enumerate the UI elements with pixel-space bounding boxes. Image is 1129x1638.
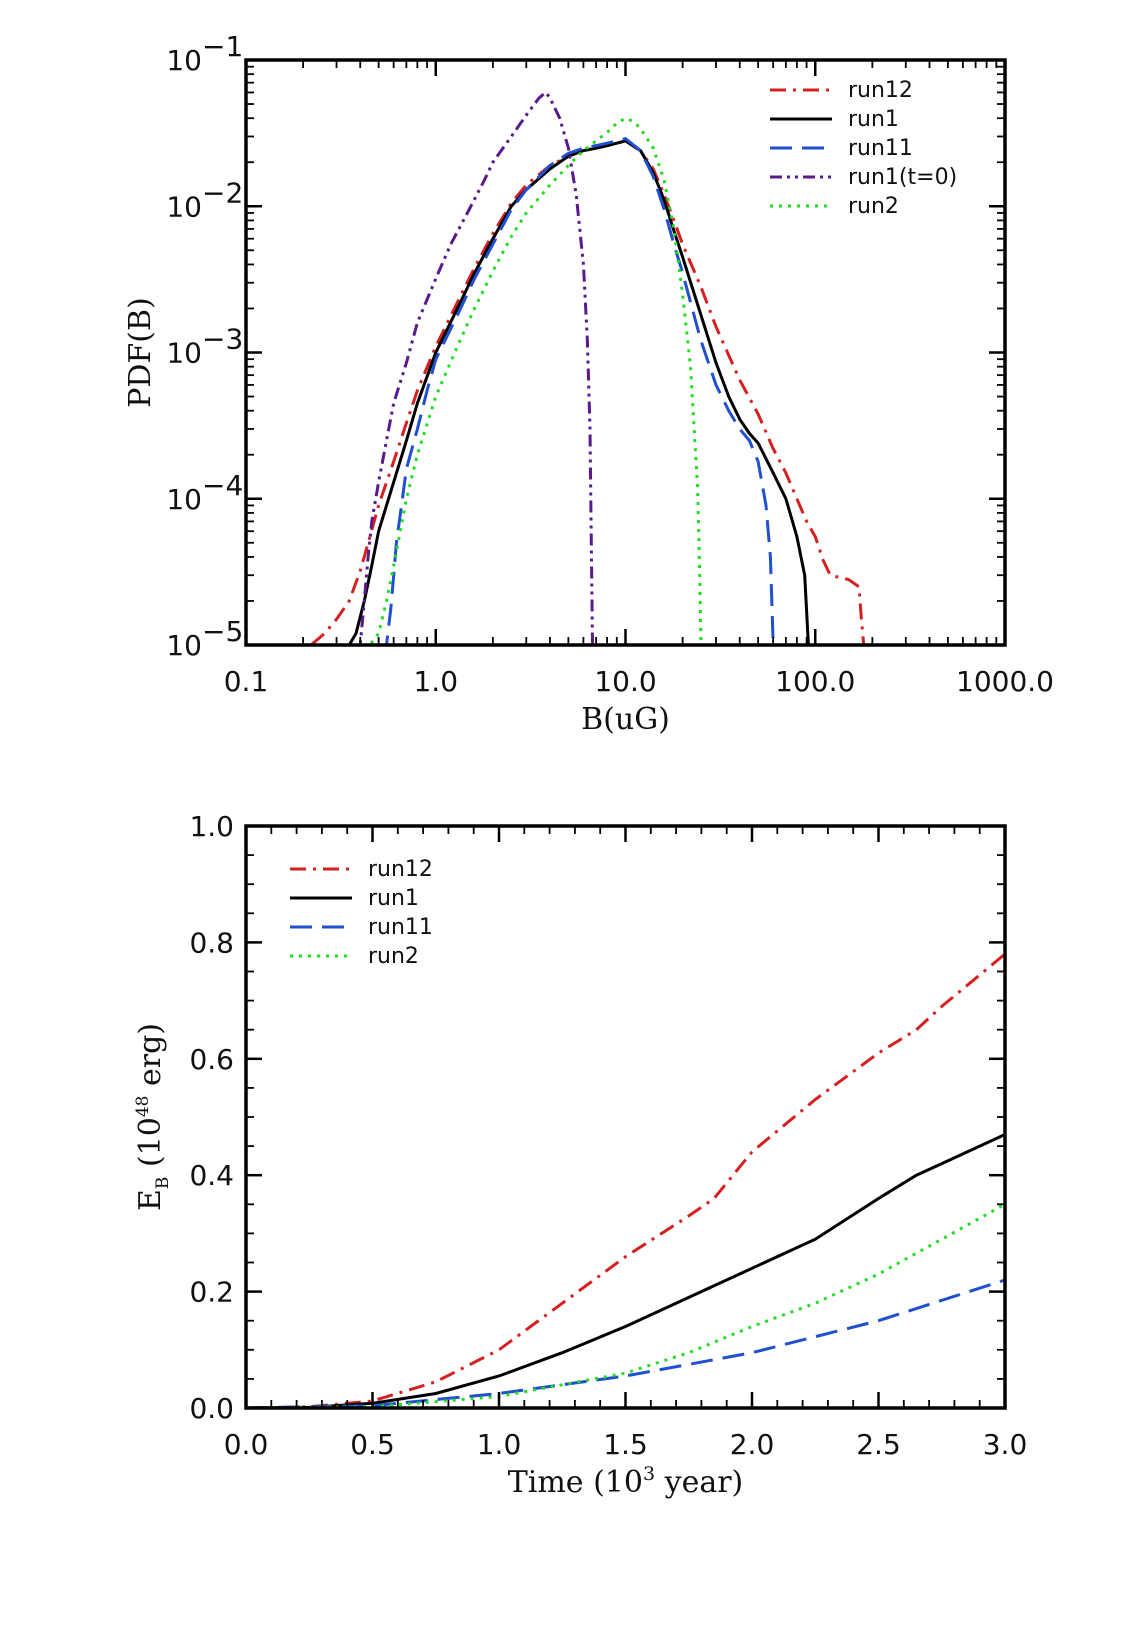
legend-label-run2: run2 bbox=[368, 944, 419, 969]
x-tick-label: 1.0 bbox=[477, 1428, 522, 1461]
legend-label-run1-t-0: run1(t=0) bbox=[848, 165, 957, 190]
x-tick-label: 0.0 bbox=[224, 1428, 269, 1461]
series-run2-line bbox=[245, 1202, 1006, 1410]
y-tick-label-exponent: −3 bbox=[202, 323, 243, 356]
energy-plot: 0.0 0.5 1.0 1.5 2.0 2.5 3.00.00.20.40.60.81.0T… bbox=[133, 810, 1027, 1500]
series-group bbox=[246, 90, 1005, 647]
y-tick-label-exponent: −1 bbox=[202, 30, 243, 63]
x-tick-label: 10.0 bbox=[594, 665, 656, 698]
legend-label-run12: run12 bbox=[848, 78, 913, 103]
series-run12-line bbox=[245, 952, 1006, 1410]
y-tick-label: 0.0 bbox=[189, 1392, 234, 1425]
legend-label-run11: run11 bbox=[368, 915, 433, 940]
x-tick-label: 1000.0 bbox=[956, 665, 1054, 698]
plot-frame bbox=[244, 824, 1007, 1410]
tick-labels: 0.0 0.5 1.0 1.5 2.0 2.5 3.0 0.0 0.2 0.4 0.6 0.8 1.0 bbox=[189, 810, 1027, 1461]
y-axis-label: PDF(B) bbox=[123, 297, 158, 408]
y-tick-label-exponent: −2 bbox=[202, 176, 243, 209]
x-tick-label: 3.0 bbox=[983, 1428, 1028, 1461]
x-tick-label: 0.5 bbox=[350, 1428, 395, 1461]
y-tick-label: 0.2 bbox=[189, 1276, 234, 1309]
series-run1-line bbox=[245, 1133, 1006, 1410]
y-tick-label: 1.0 bbox=[189, 810, 234, 843]
x-tick-label: 0.1 bbox=[224, 665, 269, 698]
x-axis-label: Time (103 year) bbox=[508, 1463, 744, 1500]
y-tick-label-exponent: −5 bbox=[202, 615, 243, 648]
x-tick-label: 100.0 bbox=[775, 665, 855, 698]
legend-label-run2: run2 bbox=[848, 194, 899, 219]
legend-label-run12: run12 bbox=[368, 857, 433, 882]
y-tick-label: 0.6 bbox=[189, 1043, 234, 1076]
y-tick-label: 10 bbox=[166, 44, 202, 77]
x-tick-label: 1.5 bbox=[603, 1428, 648, 1461]
y-tick-label: 10 bbox=[166, 629, 202, 662]
x-tick-label: 2.0 bbox=[730, 1428, 775, 1461]
series-run11-line bbox=[246, 136, 1005, 647]
series-run1-line bbox=[246, 139, 1005, 647]
ticks bbox=[244, 824, 1007, 1410]
y-axis-label: EB (1048 erg) bbox=[133, 1023, 173, 1211]
legend: run12 run1 run11 run2 bbox=[290, 857, 433, 969]
series-run1-t-0-line bbox=[246, 90, 1005, 647]
series-run12-line bbox=[246, 139, 1005, 647]
y-tick-label-exponent: −4 bbox=[202, 469, 243, 502]
y-tick-label: 10 bbox=[166, 337, 202, 370]
x-axis-label: B(uG) bbox=[581, 702, 670, 737]
legend-label-run1: run1 bbox=[368, 886, 419, 911]
tick-labels: 0.1 1.0 10.0 100.0 1000.010−110−210−310 −410−… bbox=[166, 30, 1054, 698]
y-tick-label: 10 bbox=[166, 190, 202, 223]
legend: run12 run1 run11 run1(t=0) run2 bbox=[770, 78, 957, 219]
legend-label-run1: run1 bbox=[848, 107, 899, 132]
y-tick-label: 0.4 bbox=[189, 1159, 234, 1192]
ticks bbox=[244, 58, 1007, 647]
x-tick-label: 2.5 bbox=[856, 1428, 901, 1461]
y-tick-label: 10 bbox=[166, 483, 202, 516]
series-group bbox=[245, 952, 1006, 1410]
legend-label-run11: run11 bbox=[848, 136, 913, 161]
pdf-plot: 0.1 1.0 10.0 100.0 1000.010−110−210−310 −410−… bbox=[123, 30, 1054, 737]
y-tick-label: 0.8 bbox=[189, 926, 234, 959]
x-tick-label: 1.0 bbox=[413, 665, 458, 698]
series-run11-line bbox=[245, 1278, 1006, 1410]
